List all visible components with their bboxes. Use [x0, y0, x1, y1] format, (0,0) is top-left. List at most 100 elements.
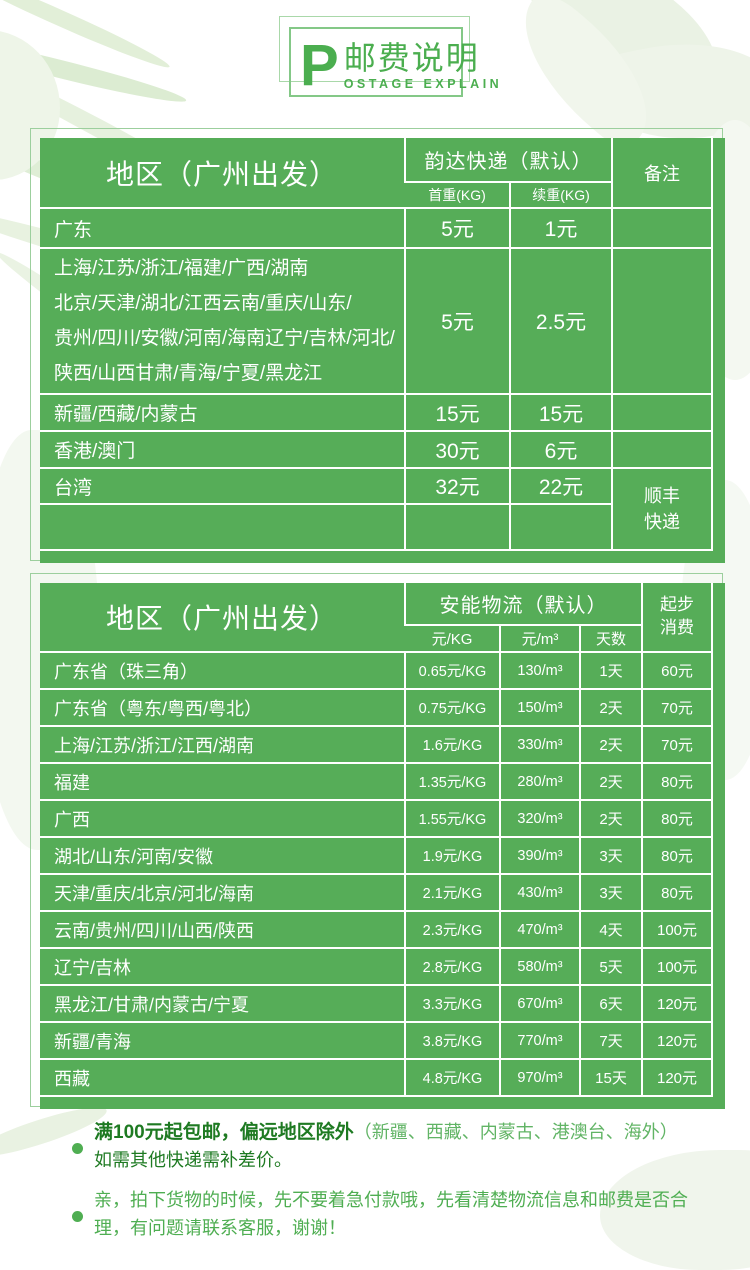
remark-cell — [611, 207, 712, 248]
per-m3-cell: 770/m³ — [499, 1021, 580, 1059]
per-kg-cell: 2.8元/KG — [404, 947, 500, 985]
logo-letter-p: P — [300, 33, 339, 98]
start-fee-cell: 80元 — [641, 836, 712, 874]
per-kg-cell: 2.3元/KG — [404, 910, 500, 948]
table-row: 福建 1.35元/KG 280/m³ 2天 80元 — [40, 762, 712, 800]
anneng-logistics-table: 地区（广州出发） 安能物流（默认） 起步 消费 元/KG 元/m³ 天数 广东省… — [40, 583, 713, 1097]
table-row: 广东省（粤东/粤西/粤北） 0.75元/KG 150/m³ 2天 70元 — [40, 688, 712, 726]
extra-weight-cell: 1元 — [509, 207, 612, 248]
per-m3-cell: 670/m³ — [499, 984, 580, 1022]
table-row: 云南/贵州/四川/山西/陕西 2.3元/KG 470/m³ 4天 100元 — [40, 910, 712, 948]
start-fee-cell: 80元 — [641, 799, 712, 837]
table-header-row: 地区（广州出发） 安能物流（默认） 起步 消费 — [40, 583, 712, 652]
free-shipping-note-bold: 满100元起包邮，偏远地区除外 — [94, 1122, 354, 1143]
first-weight-cell: 15元 — [404, 393, 510, 431]
start-fee-cell: 70元 — [641, 688, 712, 726]
table-subheader-row: 首重(KG) 续重(KG) — [40, 181, 712, 208]
per-kg-cell: 4.8元/KG — [404, 1058, 500, 1096]
postage-logo: P 邮费说明 OSTAGE EXPLAIN — [279, 16, 499, 98]
days-cell: 2天 — [579, 762, 642, 800]
region-cell: 广东省（珠三角） — [40, 651, 405, 689]
days-cell: 4天 — [579, 910, 642, 948]
table-row: 辽宁/吉林 2.8元/KG 580/m³ 5天 100元 — [40, 947, 712, 985]
per-m3-cell: 130/m³ — [499, 651, 580, 689]
region-cell: 湖北/山东/河南/安徽 — [40, 836, 405, 874]
extra-weight-cell: 22元 — [509, 467, 612, 504]
first-weight-cell: 30元 — [404, 430, 510, 468]
region-cell: 新疆/青海 — [40, 1021, 405, 1059]
start-fee-cell: 60元 — [641, 651, 712, 689]
per-m3-cell: 390/m³ — [499, 836, 580, 874]
table-row: 香港/澳门 30元 6元 — [40, 430, 712, 468]
start-fee-cell: 100元 — [641, 947, 712, 985]
per-kg-cell: 1.6元/KG — [404, 725, 500, 763]
first-weight-cell: 32元 — [404, 467, 510, 504]
carrier-header: 韵达快递（默认） — [404, 138, 612, 182]
start-fee-cell: 70元 — [641, 725, 712, 763]
region-cell: 香港/澳门 — [40, 430, 405, 468]
per-m3-header: 元/m³ — [499, 624, 580, 652]
days-cell: 2天 — [579, 725, 642, 763]
first-weight-cell: 5元 — [404, 247, 510, 394]
table-row: 广东 5元 1元 — [40, 207, 712, 248]
region-cell: 上海/江苏/浙江/江西/湖南 — [40, 725, 405, 763]
per-m3-cell: 330/m³ — [499, 725, 580, 763]
per-kg-cell: 0.75元/KG — [404, 688, 500, 726]
sf-express-remark-cell: 顺丰 快递 — [611, 467, 712, 550]
start-fee-cell: 100元 — [641, 910, 712, 948]
days-header: 天数 — [579, 624, 642, 652]
region-cell: 黑龙江/甘肃/内蒙古/宁夏 — [40, 984, 405, 1022]
start-fee-cell: 80元 — [641, 873, 712, 911]
per-m3-cell: 580/m³ — [499, 947, 580, 985]
days-cell: 15天 — [579, 1058, 642, 1096]
region-cell: 广西 — [40, 799, 405, 837]
days-cell: 2天 — [579, 688, 642, 726]
extra-weight-cell: 2.5元 — [509, 247, 612, 394]
per-kg-cell: 0.65元/KG — [404, 651, 500, 689]
carrier-header: 安能物流（默认） — [404, 583, 642, 625]
payment-reminder-text: 亲，拍下货物的时候，先不要着急付款哦，先看清楚物流信息和邮费是否合 理，有问题请… — [94, 1190, 688, 1238]
table-row: 黑龙江/甘肃/内蒙古/宁夏 3.3元/KG 670/m³ 6天 120元 — [40, 984, 712, 1022]
region-cell: 辽宁/吉林 — [40, 947, 405, 985]
per-m3-cell: 430/m³ — [499, 873, 580, 911]
per-kg-cell: 1.35元/KG — [404, 762, 500, 800]
table-subheader-row: 元/KG 元/m³ 天数 — [40, 624, 712, 652]
per-m3-cell: 150/m³ — [499, 688, 580, 726]
logo-title: 邮费说明 — [343, 40, 480, 76]
table-row: 新疆/西藏/内蒙古 15元 15元 — [40, 393, 712, 431]
yunda-express-table: 地区（广州出发） 韵达快递（默认） 备注 首重(KG) 续重(KG) 广东 5元… — [40, 138, 713, 551]
start-fee-cell: 120元 — [641, 984, 712, 1022]
days-cell: 5天 — [579, 947, 642, 985]
days-cell: 3天 — [579, 836, 642, 874]
empty-cell — [404, 503, 510, 550]
start-fee-cell: 120元 — [641, 1058, 712, 1096]
per-kg-cell: 3.3元/KG — [404, 984, 500, 1022]
region-header: 地区（广州出发） — [105, 603, 338, 634]
remark-cell — [611, 393, 712, 431]
table-header-row: 地区（广州出发） 韵达快递（默认） 备注 — [40, 138, 712, 208]
per-kg-cell: 1.9元/KG — [404, 836, 500, 874]
empty-cell — [40, 503, 405, 550]
logo-inner-frame — [289, 27, 463, 97]
days-cell: 1天 — [579, 651, 642, 689]
days-cell: 6天 — [579, 984, 642, 1022]
days-cell: 3天 — [579, 873, 642, 911]
bullet-dot-icon — [72, 1211, 83, 1222]
per-kg-header: 元/KG — [405, 624, 500, 652]
table-row: 上海/江苏/浙江/福建/广西/湖南 北京/天津/湖北/江西云南/重庆/山东/ 贵… — [40, 247, 712, 394]
free-shipping-note-line2: 如需其他快递需补差价。 — [94, 1150, 292, 1170]
free-shipping-note-regions: （新疆、西藏、内蒙古、港澳台、海外） — [353, 1122, 678, 1142]
table-row: 上海/江苏/浙江/江西/湖南 1.6元/KG 330/m³ 2天 70元 — [40, 725, 712, 763]
logistics-rate-table-section: 地区（广州出发） 安能物流（默认） 起步 消费 元/KG 元/m³ 天数 广东省… — [30, 573, 725, 1109]
table-row: 台湾 32元 22元 顺丰 快递 — [40, 467, 712, 550]
region-cell: 广东省（粤东/粤西/粤北） — [40, 688, 405, 726]
region-header: 地区（广州出发） — [105, 158, 338, 190]
table-row: 新疆/青海 3.8元/KG 770/m³ 7天 120元 — [40, 1021, 712, 1059]
payment-reminder-note: 亲，拍下货物的时候，先不要着急付款哦，先看清楚物流信息和邮费是否合 理，有问题请… — [70, 1186, 720, 1242]
per-kg-cell: 1.55元/KG — [404, 799, 500, 837]
bullet-dot-icon — [72, 1143, 83, 1154]
remark-cell — [611, 247, 712, 394]
region-cell: 云南/贵州/四川/山西/陕西 — [40, 910, 405, 948]
express-rate-table-section: 地区（广州出发） 韵达快递（默认） 备注 首重(KG) 续重(KG) 广东 5元… — [30, 128, 725, 563]
start-fee-cell: 120元 — [641, 1021, 712, 1059]
